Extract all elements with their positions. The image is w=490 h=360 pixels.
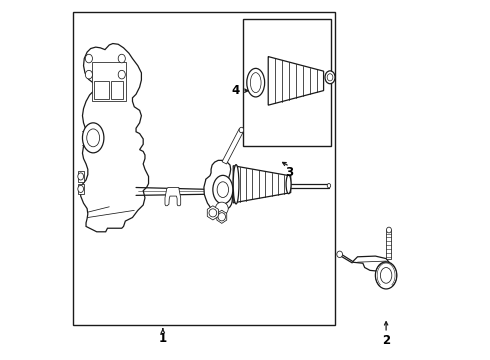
Polygon shape [222,129,244,164]
Ellipse shape [217,182,228,198]
Polygon shape [352,256,389,271]
Ellipse shape [247,68,265,97]
Text: 1: 1 [159,333,167,346]
Ellipse shape [286,175,291,194]
Ellipse shape [85,54,93,63]
Ellipse shape [87,129,99,147]
Ellipse shape [118,70,125,79]
Bar [111,81,123,99]
Polygon shape [207,206,219,220]
Ellipse shape [82,123,104,153]
Bar [387,230,392,258]
Ellipse shape [380,267,392,283]
Polygon shape [78,184,83,194]
Polygon shape [78,171,83,182]
Bar [94,81,109,99]
Ellipse shape [325,71,335,84]
Ellipse shape [250,73,261,93]
Text: 4: 4 [232,84,240,97]
Ellipse shape [233,165,239,204]
Ellipse shape [239,127,244,133]
Polygon shape [268,57,323,105]
Bar [73,12,335,325]
Ellipse shape [78,173,83,180]
Polygon shape [165,188,181,206]
Ellipse shape [78,185,83,193]
Ellipse shape [337,251,343,257]
Ellipse shape [118,54,125,63]
Polygon shape [81,44,148,232]
Ellipse shape [375,262,397,289]
Bar [243,19,331,146]
Ellipse shape [387,227,392,233]
Bar [92,62,126,102]
Text: 2: 2 [382,334,390,347]
Ellipse shape [85,70,93,79]
Ellipse shape [215,202,228,215]
Ellipse shape [218,213,225,221]
Polygon shape [233,166,291,203]
Ellipse shape [327,184,331,188]
Text: 3: 3 [286,166,294,179]
Ellipse shape [209,209,217,217]
Polygon shape [217,210,227,223]
Polygon shape [204,160,232,211]
Ellipse shape [327,74,333,81]
Ellipse shape [213,175,233,204]
